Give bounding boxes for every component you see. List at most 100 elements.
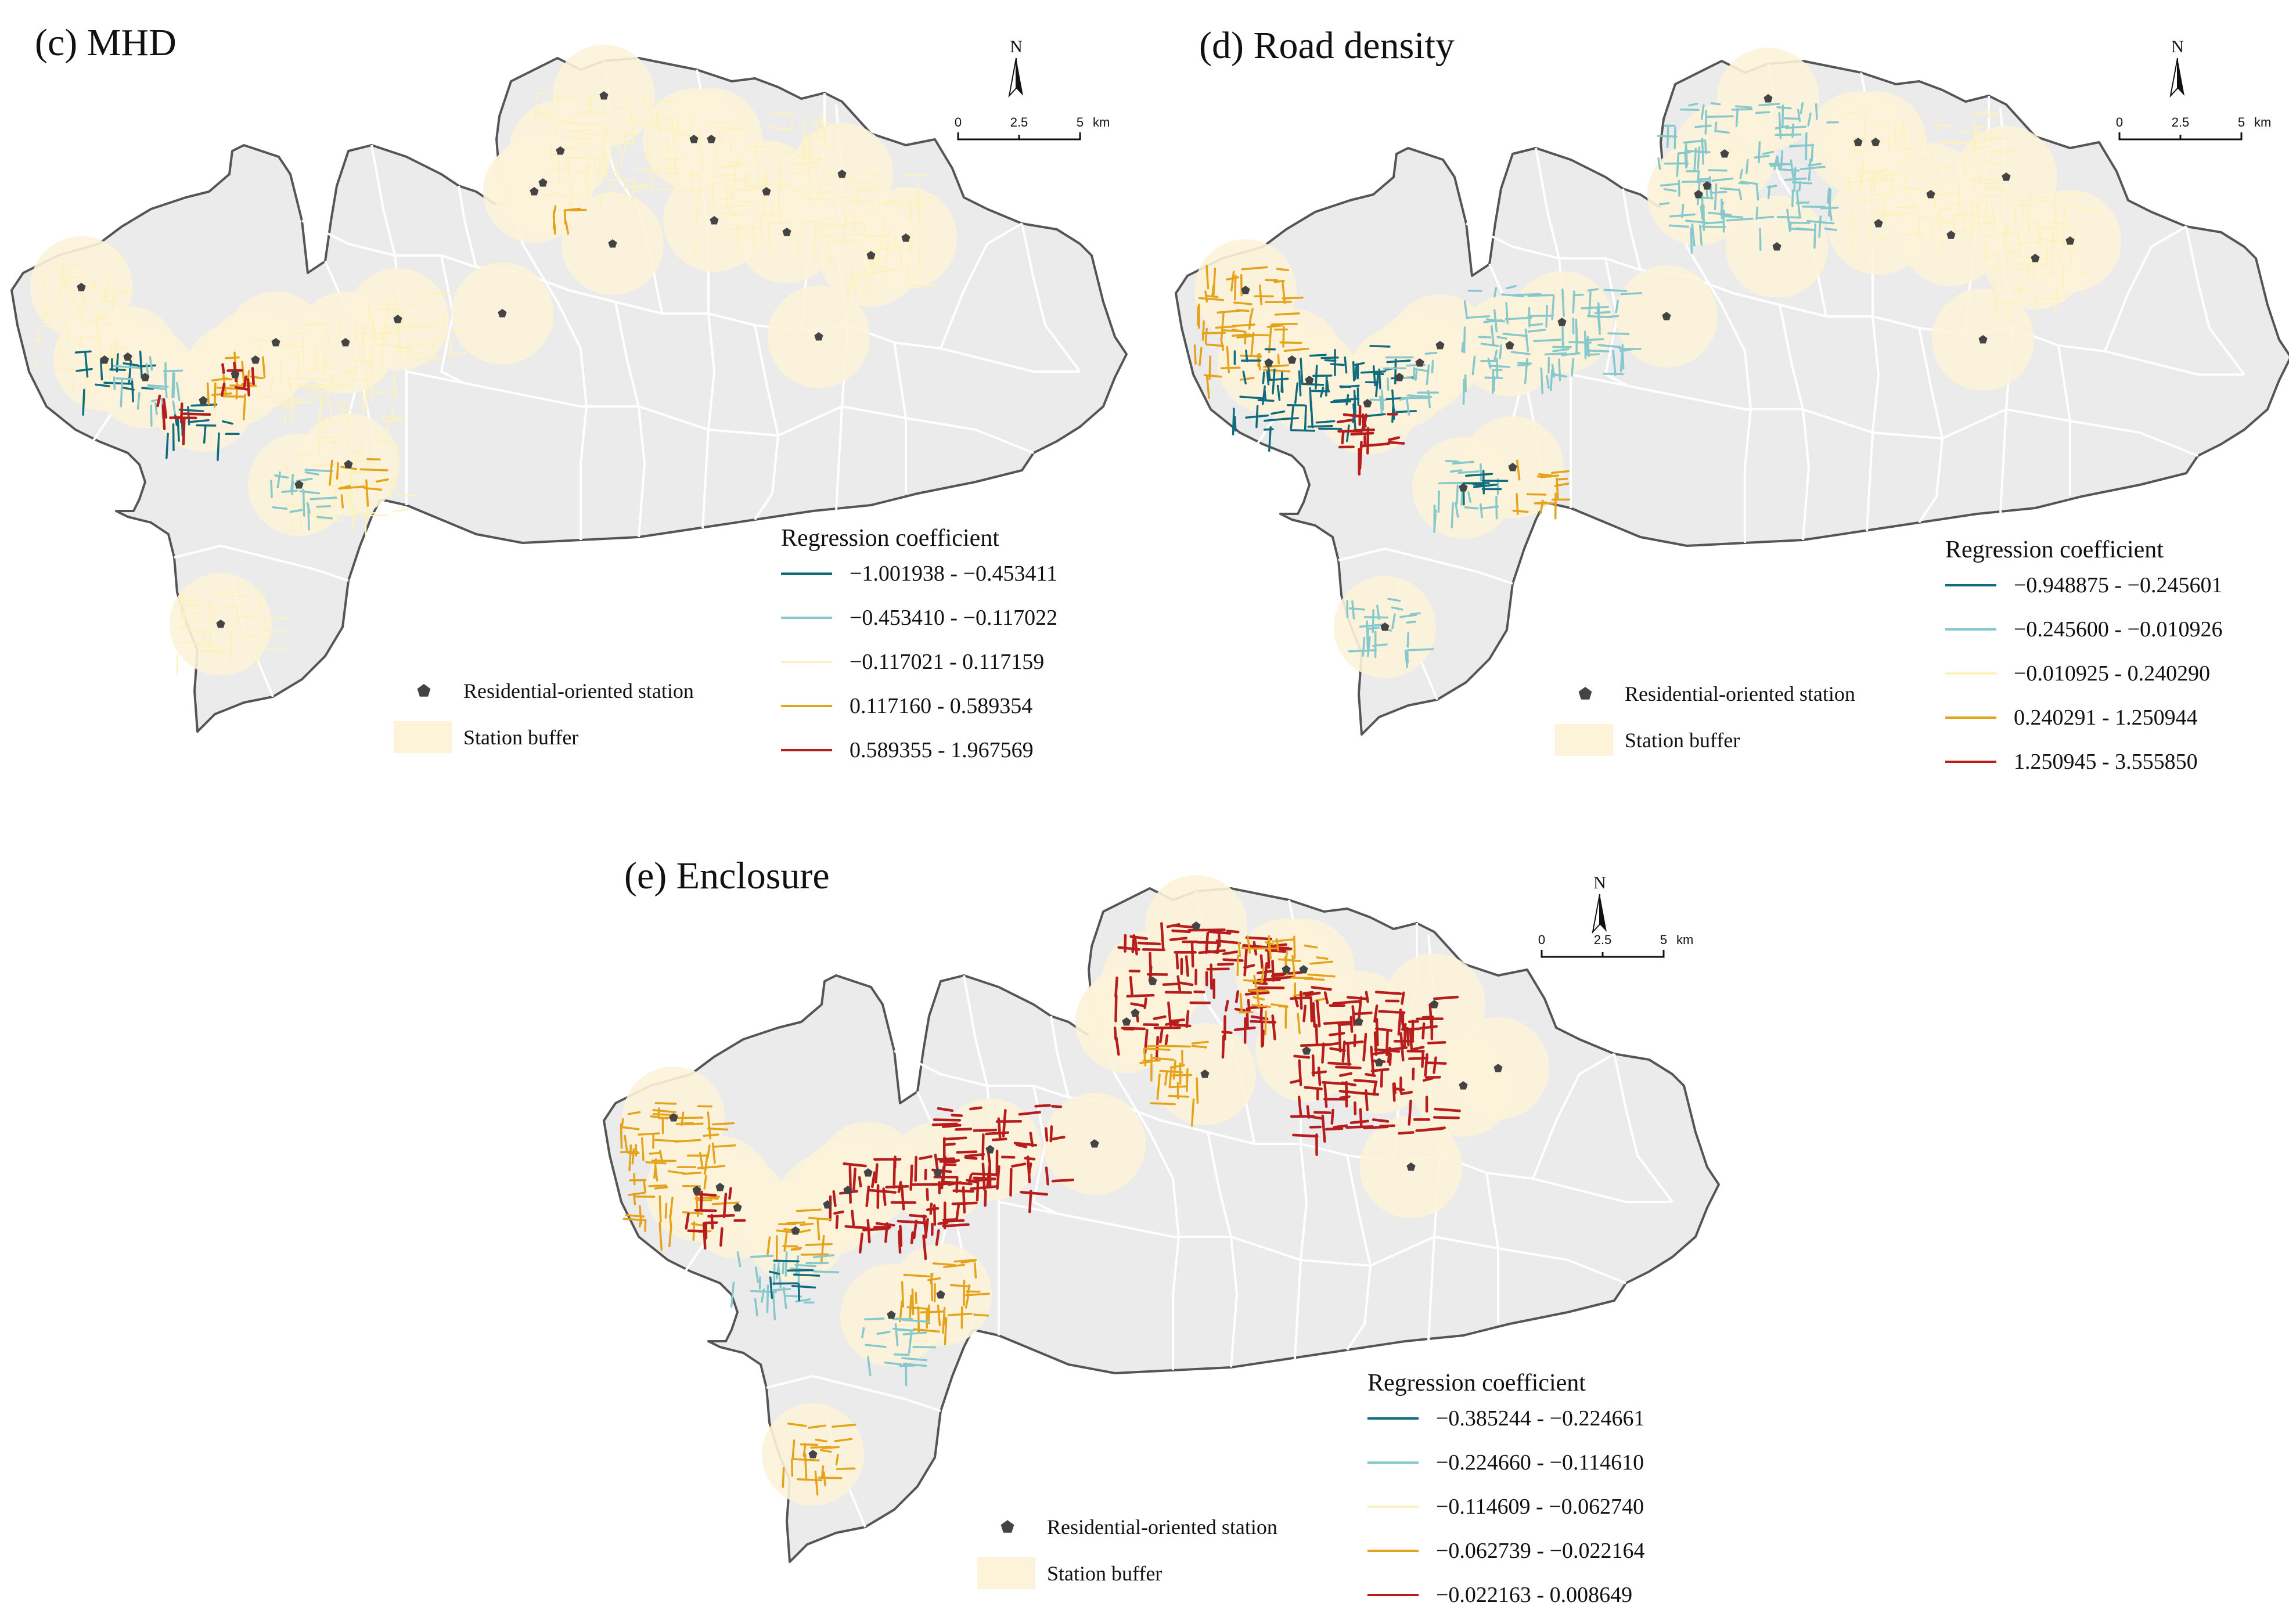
road-segment xyxy=(1367,428,1368,453)
road-segment xyxy=(1261,956,1262,968)
road-segment xyxy=(1723,216,1742,217)
road-segment xyxy=(1207,344,1223,346)
road-segment xyxy=(806,1244,832,1245)
road-segment xyxy=(988,1153,989,1161)
road-segment xyxy=(1368,628,1379,629)
station-buffers xyxy=(1194,48,2121,678)
road-segment xyxy=(1233,325,1255,326)
road-segment xyxy=(1446,461,1458,462)
road-segment xyxy=(1316,1025,1317,1045)
road-segment xyxy=(625,121,652,122)
road-segment xyxy=(1192,942,1193,966)
road-segment xyxy=(792,1460,793,1476)
road-segment xyxy=(650,1153,659,1154)
road-segment xyxy=(1161,923,1163,948)
road-segment xyxy=(845,201,871,202)
road-segment xyxy=(1279,1006,1287,1007)
road-segment xyxy=(1228,931,1238,932)
road-segment xyxy=(1046,1129,1047,1141)
station-legend-label: Residential-oriented station xyxy=(1625,682,1855,705)
road-segment xyxy=(1276,314,1299,315)
scale-tick-label: 0 xyxy=(2116,115,2123,129)
road-segment xyxy=(1299,1097,1301,1115)
scale-tick-label: 2.5 xyxy=(2172,115,2190,129)
road-segment xyxy=(1670,225,1689,226)
north-arrow-left-half xyxy=(1016,58,1023,96)
road-segment xyxy=(1348,998,1366,999)
legend-class-label: −0.114609 - −0.062740 xyxy=(1436,1495,1644,1519)
road-segment xyxy=(1757,112,1769,113)
road-segment xyxy=(945,1182,971,1184)
road-segment xyxy=(1192,1046,1206,1047)
road-segment xyxy=(1002,1157,1014,1158)
road-segment xyxy=(73,285,74,303)
road-segment xyxy=(565,211,566,224)
road-segment xyxy=(708,1129,728,1130)
road-segment xyxy=(1387,398,1401,399)
road-segment xyxy=(368,459,380,460)
road-segment xyxy=(183,418,185,444)
road-segment xyxy=(116,292,128,293)
buffer-legend-swatch xyxy=(977,1557,1035,1589)
road-segment xyxy=(660,1196,661,1222)
road-segment xyxy=(927,1189,928,1200)
road-segment xyxy=(1604,374,1623,375)
road-segment xyxy=(902,1282,904,1306)
road-segment xyxy=(846,1226,869,1228)
road-segment xyxy=(956,1129,971,1130)
road-segment xyxy=(167,434,168,458)
road-segment xyxy=(1698,173,1699,182)
road-segment xyxy=(1589,292,1590,315)
road-segment xyxy=(1701,197,1712,198)
road-segment xyxy=(287,402,312,403)
road-segment xyxy=(1494,377,1495,391)
road-segment xyxy=(870,175,881,176)
road-segment xyxy=(983,1164,984,1190)
road-segment xyxy=(1939,209,1952,210)
road-segment xyxy=(1428,1063,1446,1064)
road-segment xyxy=(1315,1112,1330,1113)
road-segment xyxy=(1166,1036,1167,1046)
road-segment xyxy=(1589,339,1603,340)
road-segment xyxy=(1759,217,1773,218)
road-segment xyxy=(1206,296,1217,297)
road-segment xyxy=(567,131,591,132)
road-segment xyxy=(898,1221,925,1223)
road-segment xyxy=(1518,365,1528,366)
road-segment xyxy=(180,628,189,629)
road-segment xyxy=(1115,978,1117,996)
road-segment xyxy=(1605,290,1626,291)
road-segment xyxy=(953,1203,977,1204)
road-segment xyxy=(1186,957,1188,976)
road-segment xyxy=(1828,189,1830,203)
road-segment xyxy=(1011,1169,1012,1196)
road-segment xyxy=(1372,1070,1388,1071)
road-segment xyxy=(214,614,215,627)
road-segment xyxy=(1223,1032,1232,1033)
legend-class-label: −0.453410 - −0.117022 xyxy=(850,606,1057,630)
road-segment xyxy=(854,1169,855,1191)
road-segment xyxy=(908,263,909,284)
road-segment xyxy=(1305,979,1323,980)
legend-class-label: 1.250945 - 3.555850 xyxy=(2014,750,2198,774)
road-segment xyxy=(85,373,87,398)
road-segment xyxy=(728,129,741,130)
road-segment xyxy=(1919,214,1920,239)
road-segment xyxy=(911,1166,912,1190)
road-segment xyxy=(248,379,249,395)
road-segment xyxy=(824,1472,825,1485)
road-segment xyxy=(1331,364,1344,365)
road-segment xyxy=(1305,1088,1322,1089)
road-segment xyxy=(353,513,375,514)
road-segment xyxy=(1408,649,1433,650)
road-segment xyxy=(998,1166,999,1189)
road-segment xyxy=(887,201,903,202)
road-segment xyxy=(337,463,339,478)
road-segment xyxy=(805,1454,807,1478)
road-segment xyxy=(1937,166,1938,176)
road-segment xyxy=(1786,127,1805,128)
road-segment xyxy=(1263,372,1264,383)
road-segment xyxy=(1551,370,1552,390)
road-segment xyxy=(1496,497,1497,518)
road-segment xyxy=(2036,298,2062,299)
